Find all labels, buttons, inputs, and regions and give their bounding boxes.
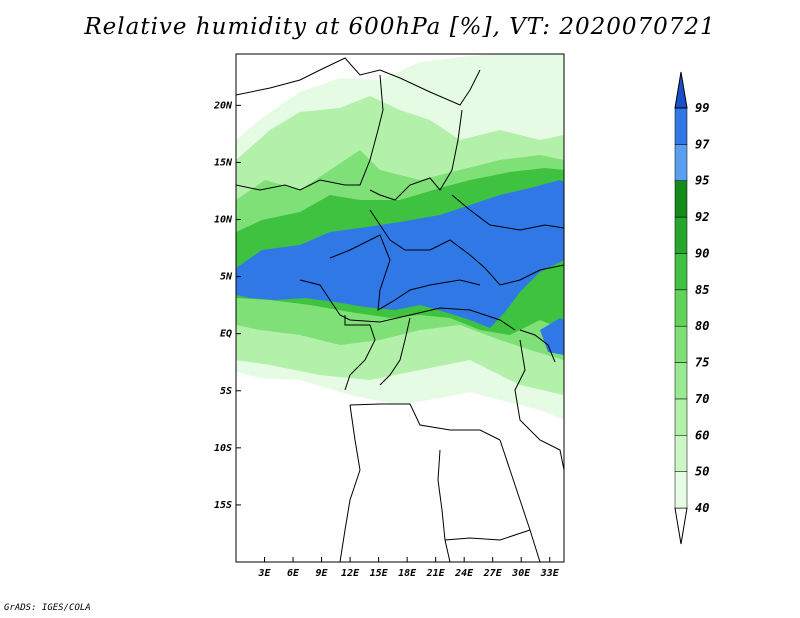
lat-label: 15N (214, 157, 233, 168)
colorbar-label: 60 (695, 428, 709, 442)
lon-label: 12E (341, 568, 360, 579)
lat-label: 15S (214, 500, 232, 511)
colorbar-swatch (674, 253, 688, 291)
colorbar-label: 50 (695, 465, 709, 479)
lon-label: 27E (483, 568, 503, 579)
lon-label: 30E (511, 568, 531, 579)
lon-label: 18E (398, 568, 417, 579)
lon-label: 21E (426, 568, 446, 579)
colorbar-swatch (674, 180, 688, 218)
colorbar-swatch (674, 435, 688, 472)
lon-label: 15E (370, 568, 389, 579)
lon-label: 24E (454, 568, 474, 579)
colorbar-swatch (674, 471, 688, 509)
lon-label: 6E (287, 568, 300, 579)
country-boundaries (236, 57, 564, 562)
map-title: Relative humidity at 600hPa [%], VT: 202… (84, 14, 716, 40)
colorbar-label: 95 (695, 174, 709, 188)
colorbar-max-arrow (674, 71, 688, 109)
colorbar-swatch (674, 289, 688, 327)
lon-label: 33E (540, 568, 560, 579)
colorbar-label: 75 (695, 356, 709, 370)
colorbar-min-arrow (674, 507, 688, 545)
humidity-field (236, 54, 564, 420)
lon-label: 9E (316, 568, 329, 579)
colorbar-swatch (674, 362, 688, 400)
colorbar-label: 99 (695, 101, 709, 115)
lat-label: 5S (220, 386, 232, 397)
colorbar-swatch (674, 325, 688, 363)
rh-95-region (236, 180, 564, 328)
colorbar-label: 97 (695, 137, 710, 151)
lat-label: 5N (220, 272, 233, 283)
map-frame (235, 53, 565, 563)
colorbar-label: 92 (695, 210, 709, 224)
colorbar-label: 85 (695, 283, 709, 297)
lat-label: 20N (213, 100, 233, 111)
colorbar-label: 70 (695, 392, 709, 406)
lon-label: 3E (257, 568, 271, 579)
colorbar-swatch (674, 144, 688, 181)
colorbar-label: 90 (695, 246, 709, 260)
colorbar-label: 80 (695, 319, 709, 333)
credit-text: GrADS: IGES/COLA (4, 603, 91, 613)
colorbar-swatch (674, 107, 688, 145)
colorbar-swatch (674, 216, 688, 254)
colorbar-label: 40 (695, 501, 709, 515)
colorbar-swatch (674, 398, 688, 436)
lat-label: EQ (220, 329, 232, 340)
lat-label: 10S (214, 443, 232, 454)
lat-label: 10N (214, 215, 233, 226)
rh-95-patch-east (540, 318, 564, 355)
